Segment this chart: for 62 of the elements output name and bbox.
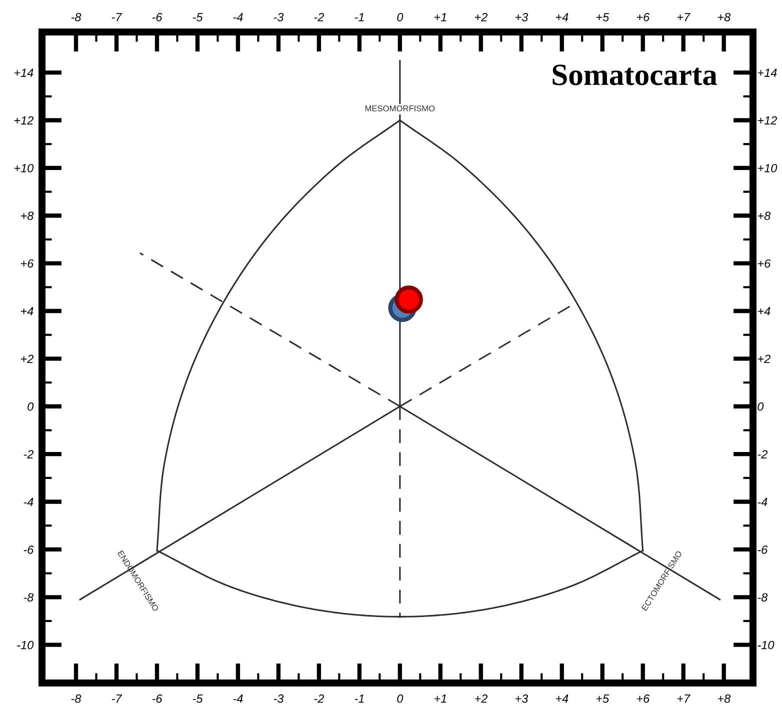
y2-tick-label: +14 xyxy=(758,68,777,77)
y-tick-label: -10 xyxy=(17,640,34,650)
y-tick-label: 0 xyxy=(28,402,34,411)
y2-tick-label: -4 xyxy=(758,498,768,506)
x2-tick-label: +5 xyxy=(596,694,610,703)
x2-tick-label: -1 xyxy=(354,694,364,703)
y-tick-label: +4 xyxy=(20,307,34,316)
x2-tick-label: -7 xyxy=(112,694,122,703)
y2-tick-label: +6 xyxy=(758,259,771,268)
y2-tick-label: -10 xyxy=(758,640,774,650)
x-tick-label: -6 xyxy=(152,12,162,22)
x-tick-label: -2 xyxy=(314,12,324,22)
x2-tick-label: -6 xyxy=(152,694,162,703)
x-tick-label: -8 xyxy=(71,12,82,22)
x-tick-label: +2 xyxy=(474,12,488,22)
y-tick-label: +6 xyxy=(20,259,34,268)
x-tick-label: +1 xyxy=(434,13,446,22)
x-tick-label: +4 xyxy=(556,13,568,22)
y-tick-label: -6 xyxy=(24,545,34,554)
x-tick-label: +6 xyxy=(636,12,650,22)
x-tick-label: -4 xyxy=(233,13,243,22)
x2-tick-label: +2 xyxy=(474,694,488,703)
x2-tick-label: +4 xyxy=(556,694,568,703)
x2-tick-label: +7 xyxy=(677,694,690,703)
x2-tick-label: +3 xyxy=(515,694,528,703)
x2-tick-label: +6 xyxy=(636,694,650,703)
y-tick-label: +14 xyxy=(14,68,34,77)
y2-tick-label: -8 xyxy=(758,593,768,602)
y2-tick-label: -2 xyxy=(758,450,768,458)
x-tick-label: -3 xyxy=(274,12,284,22)
y2-tick-label: +2 xyxy=(758,354,770,363)
x-tick-label: +8 xyxy=(718,12,731,22)
x2-tick-label: -4 xyxy=(233,694,243,703)
x-tick-label: -5 xyxy=(192,13,203,22)
y-tick-label: +8 xyxy=(20,212,34,220)
y-tick-label: +10 xyxy=(14,164,34,172)
x-tick-label: -1 xyxy=(354,13,364,22)
y-tick-label: +12 xyxy=(14,116,34,125)
y2-tick-label: +10 xyxy=(758,164,778,172)
x-tick-label: +5 xyxy=(596,13,610,22)
x2-tick-label: -8 xyxy=(71,694,82,703)
y-tick-label: -8 xyxy=(24,593,34,602)
x2-tick-label: +1 xyxy=(434,694,446,703)
text: Somatocarta xyxy=(552,64,717,86)
x2-tick-label: +8 xyxy=(718,694,731,703)
annotation: MESOMORFISMO xyxy=(365,105,435,112)
y-tick-label: -2 xyxy=(24,450,34,458)
y2-tick-label: 0 xyxy=(758,402,764,411)
y-tick-label: +2 xyxy=(20,354,34,363)
y2-tick-label: +4 xyxy=(758,307,770,316)
y-tick-label: -4 xyxy=(24,498,34,506)
x2-tick-label: 0 xyxy=(397,694,404,703)
x-tick-label: -7 xyxy=(112,13,122,22)
y2-tick-label: +8 xyxy=(758,212,771,220)
x2-tick-label: -5 xyxy=(192,694,203,703)
y2-tick-label: +12 xyxy=(758,116,778,125)
y2-tick-label: -6 xyxy=(758,545,768,554)
x-tick-label: 0 xyxy=(397,12,404,22)
x2-tick-label: -2 xyxy=(314,694,324,703)
x2-tick-label: -3 xyxy=(274,694,284,703)
x-tick-label: +7 xyxy=(677,13,690,22)
x-tick-label: +3 xyxy=(515,12,528,22)
